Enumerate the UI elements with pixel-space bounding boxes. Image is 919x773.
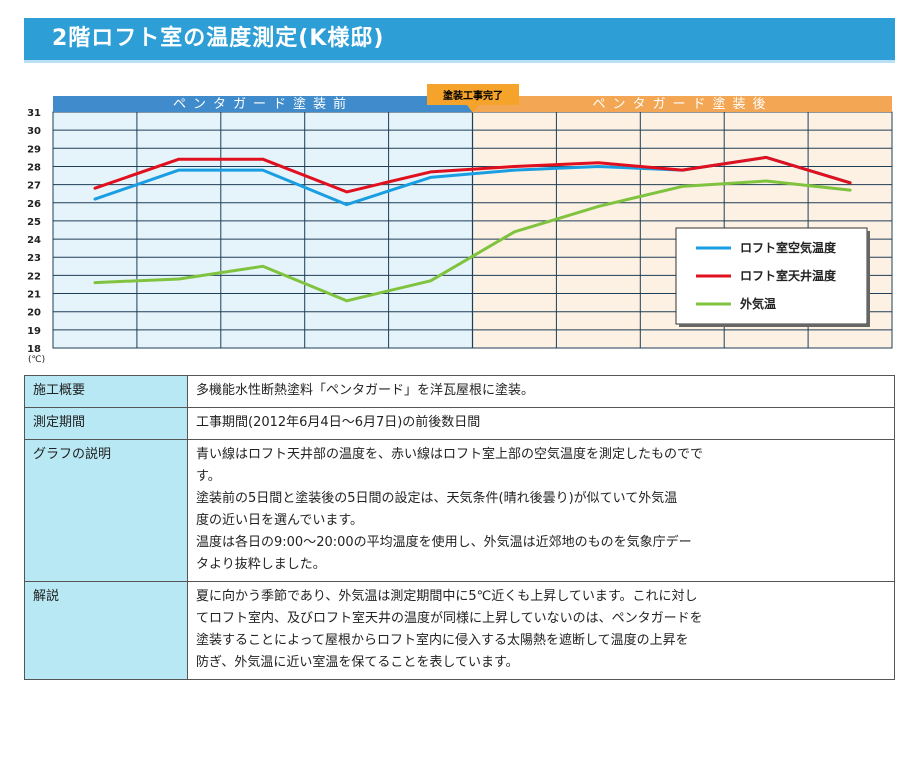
info-text-line: 工事期間(2012年6月4日〜6月7日)の前後数日間 — [196, 415, 481, 430]
y-tick-label: 18 — [27, 344, 41, 355]
info-row: グラフの説明 青い線はロフト天井部の温度を、赤い線はロフト室上部の空気温度を測定し… — [24, 439, 895, 582]
completion-badge-shape — [427, 84, 519, 113]
y-tick-label: 25 — [27, 217, 41, 228]
y-tick-label: 28 — [27, 162, 41, 173]
legend-label: ロフト室空気温度 — [740, 240, 837, 255]
info-row-heading: 施工概要 — [24, 375, 188, 408]
y-axis-ticks: 18 19 20 21 22 23 24 25 26 27 28 29 30 31 — [27, 108, 41, 355]
after-band — [473, 96, 892, 112]
series-line-2 — [93, 155, 852, 194]
y-axis-unit: (℃) — [28, 355, 45, 365]
info-text-line: 度の近い日を選んでいます。 — [196, 513, 364, 528]
info-row-content: 夏に向かう季節であり、外気温は測定期間中に5℃近くも上昇しています。これに対して… — [187, 581, 895, 680]
band-label-before: ペンタガード塗装前 — [173, 96, 353, 112]
y-tick-label: 23 — [27, 253, 41, 264]
info-row: 施工概要 多機能水性断熱塗料「ペンタガード」を洋瓦屋根に塗装。 — [24, 375, 895, 408]
y-tick-label: 22 — [27, 271, 41, 282]
info-text-line: す。 — [196, 469, 221, 484]
info-text-line: 夏に向かう季節であり、外気温は測定期間中に5℃近くも上昇しています。これに対し — [196, 589, 698, 604]
info-text-line: てロフト室内、及びロフト室天井の温度が同様に上昇していないのは、ペンタガードを — [196, 611, 703, 626]
title-underline — [24, 60, 895, 63]
info-text-line: 塗装前の5日間と塗装後の5日間の設定は、天気条件(晴れ後曇り)が似ていて外気温 — [196, 491, 678, 506]
y-tick-label: 27 — [27, 181, 41, 192]
info-row-heading: 測定期間 — [24, 407, 188, 440]
info-text-line: 多機能水性断熱塗料「ペンタガード」を洋瓦屋根に塗装。 — [196, 383, 535, 398]
series-lines — [93, 155, 852, 303]
completion-badge: 塗装工事完了 — [427, 84, 519, 113]
info-text-line: 温度は各日の9:00〜20:00の平均温度を使用し、外気温は近郊地のものを気象庁… — [196, 535, 692, 550]
series-line-3 — [93, 179, 852, 303]
info-text-line: 青い線はロフト天井部の温度を、赤い線はロフト室上部の空気温度を測定したものでで — [196, 447, 704, 462]
info-row-heading: グラフの説明 — [24, 439, 188, 582]
period-bands: ペンタガード塗装前 ペンタガード塗装後 — [53, 96, 892, 112]
legend-label: 外気温 — [740, 296, 776, 311]
info-row-content: 工事期間(2012年6月4日〜6月7日)の前後数日間 — [187, 407, 895, 440]
info-row-content: 多機能水性断熱塗料「ペンタガード」を洋瓦屋根に塗装。 — [187, 375, 895, 408]
band-label-after: ペンタガード塗装後 — [592, 96, 772, 112]
temperature-chart: ペンタガード塗装前 ペンタガード塗装後 塗装工事完了 18 19 20 21 22 23 2… — [27, 84, 893, 365]
info-text-line: タより抜粋しました。 — [196, 557, 326, 572]
info-text-line: 塗装することによって屋根からロフト室内に侵入する太陽熱を遮断して温度の上昇を — [196, 633, 689, 648]
completion-badge-label: 塗装工事完了 — [443, 89, 503, 102]
y-tick-label: 20 — [27, 308, 41, 319]
info-row-content: 青い線はロフト天井部の温度を、赤い線はロフト室上部の空気温度を測定したものでです… — [187, 439, 895, 582]
y-tick-label: 30 — [27, 126, 41, 137]
before-band — [53, 96, 473, 112]
y-tick-label: 24 — [27, 235, 41, 246]
legend-label: ロフト室天井温度 — [740, 268, 837, 283]
info-table: 施工概要 多機能水性断熱塗料「ペンタガード」を洋瓦屋根に塗装。 測定期間 工事期間(2… — [24, 375, 895, 680]
y-tick-label: 26 — [27, 199, 41, 210]
info-row-heading: 解説 — [24, 581, 188, 680]
y-tick-label: 31 — [27, 108, 41, 119]
info-text-line: 防ぎ、外気温に近い室温を保てることを表しています。 — [196, 655, 519, 670]
y-tick-label: 21 — [27, 290, 41, 301]
y-tick-label: 29 — [27, 144, 41, 155]
legend-shadow-bottom — [679, 324, 870, 327]
y-tick-label: 19 — [27, 326, 41, 337]
legend-shadow-right — [867, 231, 870, 327]
page-title: 2階ロフト室の温度測定(K様邸) — [24, 18, 895, 60]
before-period-area — [53, 112, 473, 348]
info-row: 測定期間 工事期間(2012年6月4日〜6月7日)の前後数日間 — [24, 407, 895, 440]
info-row: 解説 夏に向かう季節であり、外気温は測定期間中に5℃近くも上昇しています。これに対… — [24, 581, 895, 680]
